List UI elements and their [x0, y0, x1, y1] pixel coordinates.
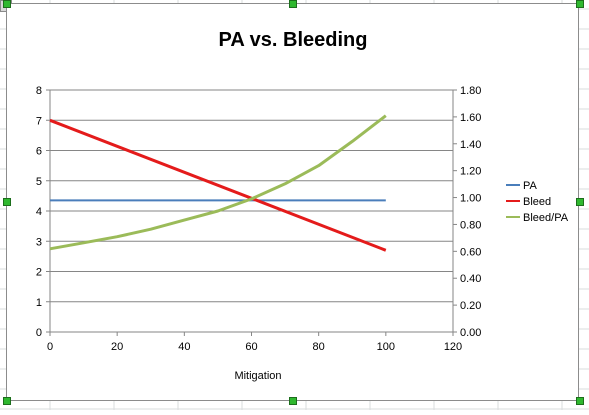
x-tick-label: 120	[444, 341, 462, 353]
y2-tick-label: 1.80	[460, 85, 481, 97]
y2-tick-label: 0.40	[460, 273, 481, 285]
y-tick-label: 4	[36, 206, 42, 218]
y2-tick-label: 1.60	[460, 112, 481, 124]
resize-handle-top-left[interactable]	[3, 0, 11, 8]
y-tick-label: 5	[36, 176, 42, 188]
x-axis-title: Mitigation	[234, 370, 281, 382]
chart-area[interactable]: 0 1 2 3 4 5 6 7 8 0.00 0.20 0.40 0.60 0.80 1.00 1.20 1.4…	[6, 3, 579, 401]
y2-tick-label: 1.40	[460, 139, 481, 151]
x-tick-label: 20	[111, 341, 123, 353]
chart-canvas: 0 1 2 3 4 5 6 7 8 0.00 0.20 0.40 0.60 0.80 1.00 1.20 1.4…	[36, 29, 569, 382]
x-tick-label: 0	[47, 341, 53, 353]
series-lines	[49, 114, 387, 252]
y-tick-label: 7	[36, 115, 42, 127]
legend-label: Bleed/PA	[523, 212, 569, 224]
legend: PA Bleed Bleed/PA	[506, 180, 569, 224]
chart-title: PA vs. Bleeding	[219, 29, 368, 51]
resize-handle-top-middle[interactable]	[289, 0, 297, 8]
x-tick-label: 80	[313, 341, 325, 353]
y-tick-label: 1	[36, 297, 42, 309]
resize-handle-middle-right[interactable]	[576, 198, 584, 206]
y2-tick-label: 0.60	[460, 246, 481, 258]
x-tick-label: 40	[178, 341, 190, 353]
resize-handle-middle-left[interactable]	[3, 198, 11, 206]
axis-ticks: 0 1 2 3 4 5 6 7 8 0.00 0.20 0.40 0.60 0.80 1.00 1.20 1.4…	[36, 85, 482, 353]
series-line-bleed	[49, 118, 387, 252]
y-tick-label: 3	[36, 236, 42, 248]
y2-tick-label: 0.00	[460, 327, 481, 339]
x-tick-label: 100	[377, 341, 395, 353]
y2-tick-label: 0.80	[460, 219, 481, 231]
y2-tick-label: 0.20	[460, 300, 481, 312]
y2-tick-label: 1.20	[460, 166, 481, 178]
x-tick-label: 60	[245, 341, 257, 353]
y2-tick-label: 1.00	[460, 193, 481, 205]
resize-handle-bottom-left[interactable]	[3, 397, 11, 405]
y-tick-label: 0	[36, 327, 42, 339]
grid-lines	[50, 89, 453, 303]
legend-label: Bleed	[523, 196, 551, 208]
resize-handle-top-right[interactable]	[576, 0, 584, 8]
series-line-bleed-pa	[49, 114, 387, 251]
legend-label: PA	[523, 180, 538, 192]
y-tick-label: 8	[36, 85, 42, 97]
y-tick-label: 2	[36, 267, 42, 279]
resize-handle-bottom-middle[interactable]	[289, 397, 297, 405]
resize-handle-bottom-right[interactable]	[576, 397, 584, 405]
y-tick-label: 6	[36, 146, 42, 158]
